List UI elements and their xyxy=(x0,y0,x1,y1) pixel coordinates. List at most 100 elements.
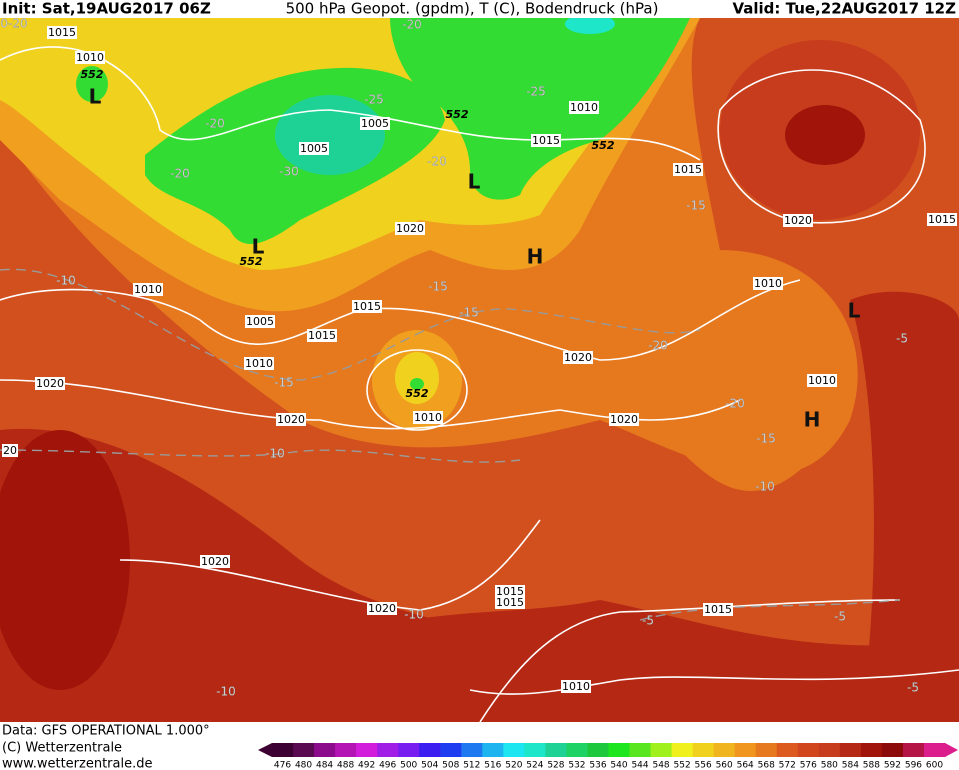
isobar-label-box xyxy=(200,555,230,568)
legend-swatch xyxy=(419,743,441,757)
isobar-label: 1005 xyxy=(300,142,328,155)
legend-label: 552 xyxy=(674,761,691,770)
temperature-label: -20 xyxy=(170,167,190,181)
cold-core xyxy=(565,18,615,34)
isobar xyxy=(469,669,959,695)
legend-arrow xyxy=(945,743,958,757)
isobar-label: 1020 xyxy=(368,602,396,615)
isobar-label-box xyxy=(531,134,561,147)
isobar-label: 1015 xyxy=(674,163,702,176)
isobar-label: 1015 xyxy=(48,26,76,39)
isobar-label-box xyxy=(276,413,306,426)
isobar-label-box xyxy=(133,283,163,296)
legend-swatch xyxy=(524,743,546,757)
isotherm xyxy=(0,268,701,381)
isobar-label-box xyxy=(561,680,591,693)
orange-region xyxy=(560,262,842,491)
isobar xyxy=(366,349,468,431)
isobar-label-box xyxy=(395,222,425,235)
ridge-core xyxy=(785,105,865,165)
height-label: 552 xyxy=(240,255,263,268)
isobar-label: 1010 xyxy=(414,411,442,424)
isobar-label-box xyxy=(367,602,397,615)
isobar-label: 1010 xyxy=(570,101,598,114)
legend-label: 492 xyxy=(358,761,375,770)
legend-swatch xyxy=(608,743,631,757)
isobar-label-box xyxy=(35,377,65,390)
isobar-label: 1015 xyxy=(496,585,524,598)
legend-swatch xyxy=(398,743,420,757)
legend-label: 556 xyxy=(695,761,712,770)
pressure-center: L xyxy=(89,85,102,109)
legend-label: 520 xyxy=(505,761,522,770)
isobar-label-box xyxy=(2,444,18,457)
legend-label: 480 xyxy=(295,761,312,770)
legend-swatch xyxy=(335,743,357,757)
legend-label: 564 xyxy=(737,761,754,770)
temperature-label: -10 xyxy=(56,274,76,288)
map-title: 500 hPa Geopot. (gpdm), T (C), Bodendruc… xyxy=(286,0,659,18)
legend-label: 508 xyxy=(442,761,459,770)
legend-label: 536 xyxy=(589,761,606,770)
pressure-center: L xyxy=(848,299,861,323)
legend-label: 588 xyxy=(863,761,880,770)
isobar-label-box xyxy=(753,277,783,290)
legend-swatch xyxy=(377,743,399,757)
isobar-label: 1010 xyxy=(76,51,104,64)
legend-swatch xyxy=(776,743,799,757)
legend-swatch xyxy=(650,743,673,757)
isobar-label: 1010 xyxy=(562,680,590,693)
temperature-label: -25 xyxy=(526,85,546,99)
pressure-center: L xyxy=(252,235,265,259)
temperature-label: -15 xyxy=(686,199,706,213)
cold-core xyxy=(275,95,385,175)
temperature-label: -15 xyxy=(274,376,294,390)
legend-label: 476 xyxy=(274,761,291,770)
temperature-label: -20 xyxy=(725,397,745,411)
legend-label: 560 xyxy=(716,761,733,770)
legend-label: 524 xyxy=(526,761,543,770)
temperature-label: -10 xyxy=(265,447,285,461)
isobar xyxy=(479,599,901,722)
isobar-label: 1020 xyxy=(610,413,638,426)
height-label: 552 xyxy=(81,68,104,81)
legend-label: 600 xyxy=(926,761,943,770)
isobar-label: 1020 xyxy=(277,413,305,426)
valid-time: Valid: Tue,22AUG2017 12Z xyxy=(732,0,956,18)
isobar-label: 1010 xyxy=(754,277,782,290)
legend-label: 592 xyxy=(884,761,901,770)
isobar-label-box xyxy=(703,603,733,616)
legend-label: 584 xyxy=(842,761,859,770)
temperature-label: -15 xyxy=(459,306,479,320)
isobar-label-box xyxy=(807,374,837,387)
temperature-label: 0-20 xyxy=(0,17,27,31)
legend-label: 512 xyxy=(463,761,480,770)
temperature-label: -15 xyxy=(428,280,448,294)
temperature-label: -10 xyxy=(216,685,236,699)
temperature-label: -20 xyxy=(427,155,447,169)
isobar-label-box xyxy=(244,357,274,370)
legend-swatch xyxy=(713,743,736,757)
isobar-label: 1010 xyxy=(134,283,162,296)
isobar-label: 1015 xyxy=(353,300,381,313)
isobar-label-box xyxy=(569,101,599,114)
isobar-label: 1010 xyxy=(808,374,836,387)
footer-line: Data: GFS OPERATIONAL 1.000° xyxy=(2,724,210,739)
isobar-label: 1015 xyxy=(928,213,956,226)
isobar-label: 1010 xyxy=(245,357,273,370)
legend-label: 528 xyxy=(547,761,564,770)
legend-swatch xyxy=(818,743,841,757)
legend-label: 540 xyxy=(610,761,627,770)
footer-line: www.wetterzentrale.de xyxy=(2,757,152,770)
isobar-label: 1020 xyxy=(396,222,424,235)
temperature-label: -5 xyxy=(907,681,919,695)
legend-label: 504 xyxy=(421,761,438,770)
isobar-label-box xyxy=(245,315,275,328)
isobar-label-box xyxy=(352,300,382,313)
warm-region xyxy=(300,600,959,722)
temperature-label: -30 xyxy=(279,165,299,179)
pressure-center: H xyxy=(527,245,544,269)
isobar-label: 1015 xyxy=(704,603,732,616)
